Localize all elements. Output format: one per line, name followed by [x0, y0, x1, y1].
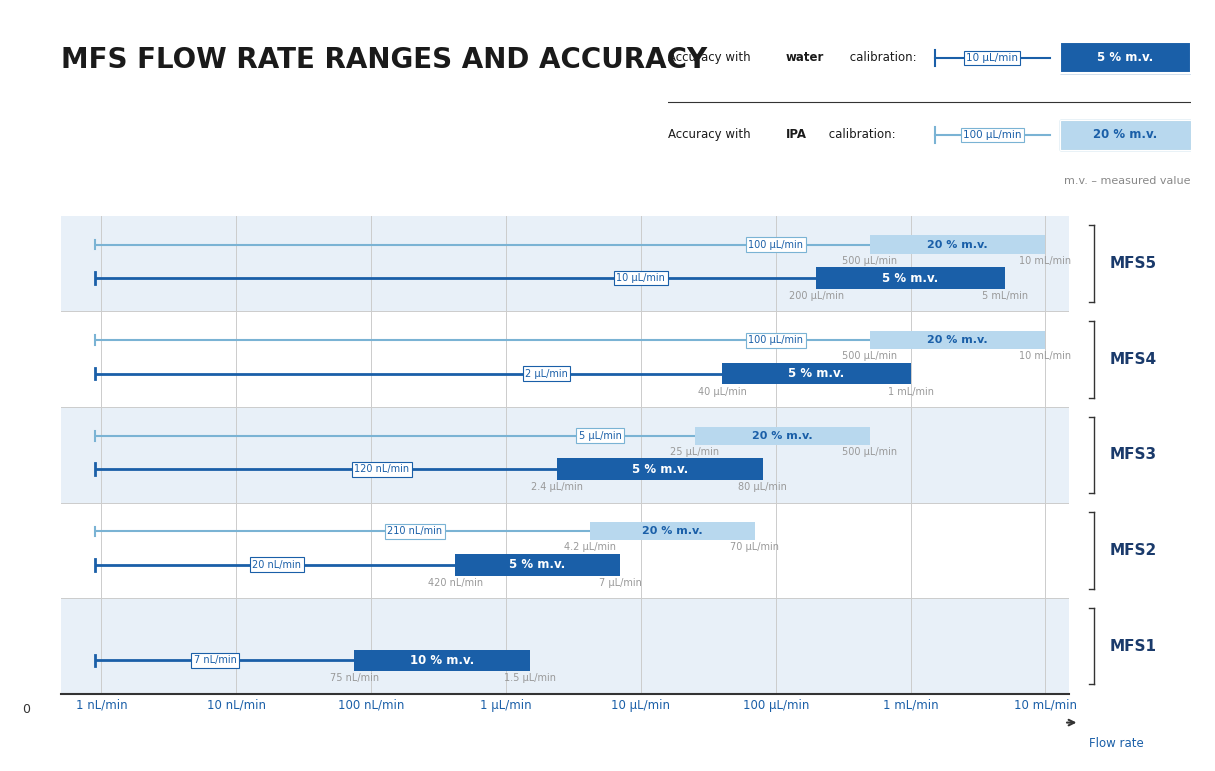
Bar	[1059, 120, 1191, 150]
Text: 10 mL/min: 10 mL/min	[1019, 255, 1072, 265]
Text: 4.2 μL/min: 4.2 μL/min	[564, 542, 616, 552]
Bar	[61, 598, 1069, 694]
Text: 10 % m.v.: 10 % m.v.	[409, 654, 474, 667]
Bar	[870, 331, 1045, 349]
Text: 420 nL/min: 420 nL/min	[428, 577, 482, 588]
Text: 0: 0	[22, 702, 29, 715]
Text: 1 mL/min: 1 mL/min	[888, 386, 933, 396]
Text: water: water	[786, 52, 824, 64]
Text: 5 % m.v.: 5 % m.v.	[509, 558, 566, 571]
Text: Flow rate: Flow rate	[1090, 737, 1145, 750]
Text: 70 μL/min: 70 μL/min	[730, 542, 779, 552]
Text: 500 μL/min: 500 μL/min	[842, 255, 898, 265]
Bar	[1059, 42, 1191, 73]
Bar	[590, 522, 755, 540]
Bar	[695, 426, 870, 445]
Text: Accuracy with: Accuracy with	[668, 129, 755, 141]
Text: 7 nL/min: 7 nL/min	[194, 655, 237, 665]
Bar	[61, 407, 1069, 503]
Text: 20 nL/min: 20 nL/min	[253, 560, 301, 570]
Text: 500 μL/min: 500 μL/min	[842, 351, 898, 361]
Text: 20 % m.v.: 20 % m.v.	[927, 335, 988, 345]
Text: 5 % m.v.: 5 % m.v.	[632, 463, 688, 476]
Text: MFS5: MFS5	[1109, 256, 1157, 271]
Bar	[722, 363, 910, 385]
Text: 500 μL/min: 500 μL/min	[842, 446, 898, 456]
Text: 20 % m.v.: 20 % m.v.	[1094, 129, 1158, 141]
Text: 5 % m.v.: 5 % m.v.	[882, 271, 939, 284]
Text: 100 μL/min: 100 μL/min	[748, 240, 803, 250]
Bar	[1059, 42, 1191, 73]
Text: IPA: IPA	[786, 129, 807, 141]
Text: 100 μL/min: 100 μL/min	[748, 335, 803, 345]
Bar	[355, 650, 530, 672]
Text: 100 μL/min: 100 μL/min	[963, 130, 1022, 140]
Text: 25 μL/min: 25 μL/min	[669, 446, 719, 456]
Text: 1.5 μL/min: 1.5 μL/min	[504, 673, 555, 683]
Text: MFS FLOW RATE RANGES AND ACCURACY: MFS FLOW RATE RANGES AND ACCURACY	[61, 46, 707, 74]
Text: MFS4: MFS4	[1109, 352, 1157, 367]
Text: 20 % m.v.: 20 % m.v.	[752, 431, 813, 441]
Text: calibration:: calibration:	[846, 52, 916, 64]
Text: 5 mL/min: 5 mL/min	[982, 291, 1028, 301]
Text: MFS3: MFS3	[1109, 447, 1157, 463]
Text: 75 nL/min: 75 nL/min	[329, 673, 379, 683]
Text: calibration:: calibration:	[825, 129, 895, 141]
Text: 20 % m.v.: 20 % m.v.	[642, 527, 702, 537]
Text: 5 % m.v.: 5 % m.v.	[789, 367, 844, 380]
Text: 40 μL/min: 40 μL/min	[697, 386, 746, 396]
Text: 2 μL/min: 2 μL/min	[525, 369, 567, 379]
Text: 2.4 μL/min: 2.4 μL/min	[531, 482, 583, 492]
Text: 200 μL/min: 200 μL/min	[789, 291, 844, 301]
Text: 20 % m.v.: 20 % m.v.	[927, 240, 988, 250]
Text: m.v. – measured value: m.v. – measured value	[1064, 177, 1191, 186]
Text: 10 μL/min: 10 μL/min	[616, 273, 666, 283]
Text: 210 nL/min: 210 nL/min	[388, 527, 442, 537]
Bar	[1059, 120, 1191, 150]
Text: 10 μL/min: 10 μL/min	[966, 53, 1018, 62]
Text: 7 μL/min: 7 μL/min	[599, 577, 642, 588]
Bar	[816, 268, 1005, 289]
Bar	[456, 554, 620, 576]
Bar	[558, 459, 763, 480]
Bar	[870, 235, 1045, 254]
Text: Accuracy with: Accuracy with	[668, 52, 755, 64]
Bar	[61, 216, 1069, 311]
Text: 120 nL/min: 120 nL/min	[355, 464, 409, 474]
Text: 10 mL/min: 10 mL/min	[1019, 351, 1072, 361]
Text: MFS2: MFS2	[1109, 543, 1157, 558]
Text: 80 μL/min: 80 μL/min	[739, 482, 787, 492]
Text: MFS1: MFS1	[1109, 638, 1157, 654]
Text: 5 % m.v.: 5 % m.v.	[1097, 52, 1153, 64]
Text: 5 μL/min: 5 μL/min	[578, 431, 622, 441]
